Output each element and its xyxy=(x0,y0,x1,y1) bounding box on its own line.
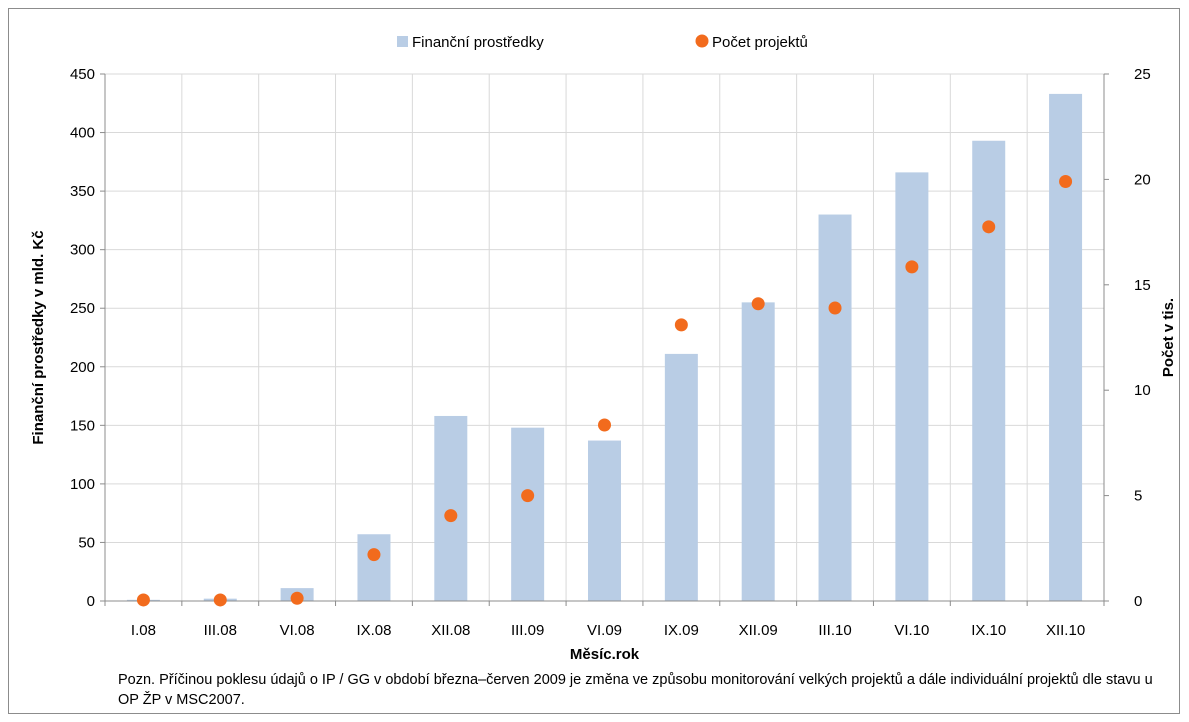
x-tick-label: XII.10 xyxy=(1046,622,1085,639)
y-tick-label: 300 xyxy=(70,242,95,259)
y2-tick-label: 5 xyxy=(1134,488,1142,505)
chart-frame xyxy=(8,8,1180,714)
legend-swatch-points xyxy=(695,34,709,48)
y2-tick-label: 10 xyxy=(1134,382,1151,399)
y-axis-title: Finanční prostředky v mld. Kč xyxy=(30,230,47,444)
y-tick-label: 50 xyxy=(78,534,95,551)
data-point xyxy=(1059,175,1073,189)
x-tick-label: IX.08 xyxy=(356,622,391,639)
x-tick-label: VI.08 xyxy=(280,622,315,639)
data-point xyxy=(674,318,688,332)
y-tick-label: 400 xyxy=(70,125,95,142)
data-point xyxy=(905,260,919,274)
data-point xyxy=(751,297,765,311)
y2-tick-label: 25 xyxy=(1134,66,1151,83)
legend-label-bars: Finanční prostředky xyxy=(412,34,544,51)
y-tick-label: 250 xyxy=(70,300,95,317)
data-point xyxy=(136,593,150,607)
y2-tick-label: 20 xyxy=(1134,171,1151,188)
y-tick-label: 350 xyxy=(70,183,95,200)
bar xyxy=(972,140,1006,601)
bar xyxy=(434,415,468,601)
bar xyxy=(741,302,775,601)
x-tick-label: III.08 xyxy=(204,622,237,639)
x-tick-label: III.10 xyxy=(818,622,851,639)
y-tick-label: 450 xyxy=(70,66,95,83)
x-tick-label: XII.09 xyxy=(739,622,778,639)
chart-note: Pozn. Příčinou poklesu údajů o IP / GG v… xyxy=(118,672,1153,708)
x-tick-label: IX.09 xyxy=(664,622,699,639)
x-tick-label: III.09 xyxy=(511,622,544,639)
y2-axis-title: Počet v tis. xyxy=(1160,298,1177,377)
data-point xyxy=(828,301,842,315)
x-tick-label: VI.09 xyxy=(587,622,622,639)
bar xyxy=(588,440,621,601)
y-tick-label: 200 xyxy=(70,359,95,376)
x-axis-title: Měsíc.rok xyxy=(570,646,640,663)
y-tick-label: 150 xyxy=(70,417,95,434)
y2-tick-label: 0 xyxy=(1134,593,1142,610)
y2-tick-label: 15 xyxy=(1134,277,1151,294)
legend-swatch-bars xyxy=(397,36,408,47)
data-point xyxy=(444,509,458,523)
data-point xyxy=(598,418,611,432)
data-point xyxy=(367,548,381,562)
bar xyxy=(1049,93,1083,602)
x-tick-label: I.08 xyxy=(131,622,156,639)
bar xyxy=(895,172,929,601)
bar xyxy=(357,534,391,601)
bar xyxy=(511,427,545,601)
legend-label-points: Počet projektů xyxy=(712,34,808,51)
x-tick-label: IX.10 xyxy=(971,622,1006,639)
data-point xyxy=(521,489,535,503)
bar xyxy=(664,353,698,601)
y-tick-label: 100 xyxy=(70,476,95,493)
data-point xyxy=(982,220,996,234)
y-tick-label: 0 xyxy=(87,593,95,610)
data-point xyxy=(213,593,227,607)
data-point xyxy=(290,591,304,605)
x-tick-label: VI.10 xyxy=(894,622,929,639)
bar xyxy=(818,214,852,602)
x-tick-label: XII.08 xyxy=(431,622,470,639)
